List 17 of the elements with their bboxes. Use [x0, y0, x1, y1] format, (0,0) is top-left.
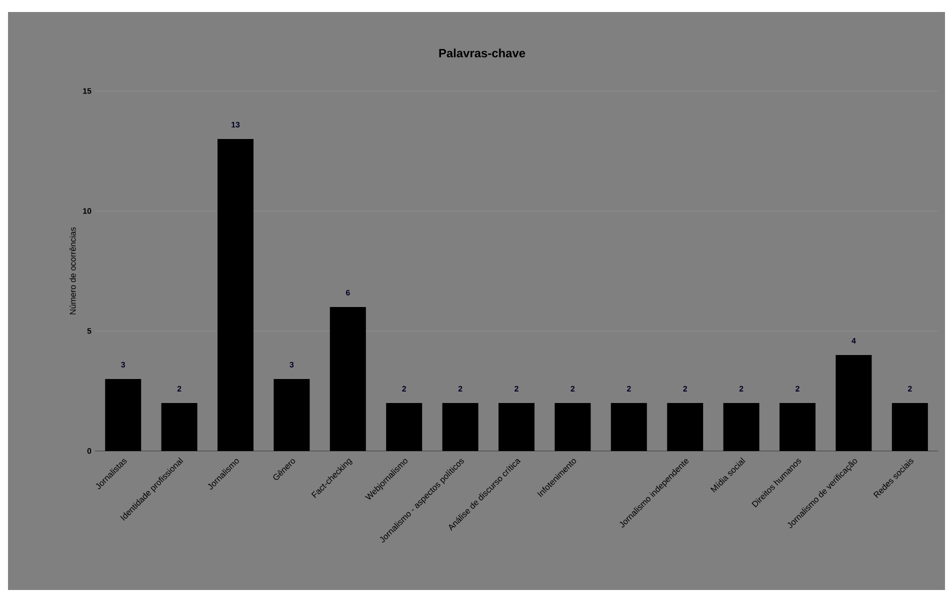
bar	[892, 402, 928, 451]
bar	[274, 378, 310, 451]
bar	[780, 402, 816, 451]
bar	[554, 402, 591, 451]
bar	[330, 306, 366, 451]
chart-title: Palavras-chave	[439, 48, 526, 58]
bar	[723, 402, 760, 451]
bar	[105, 378, 142, 451]
bar	[610, 402, 647, 451]
bar	[836, 354, 872, 451]
bar	[498, 402, 535, 451]
bar	[667, 402, 704, 451]
bar	[161, 402, 198, 451]
y-axis-title: Número de ocorrências	[69, 227, 76, 314]
bar	[442, 402, 478, 451]
bar	[386, 402, 422, 451]
bar	[218, 138, 254, 451]
